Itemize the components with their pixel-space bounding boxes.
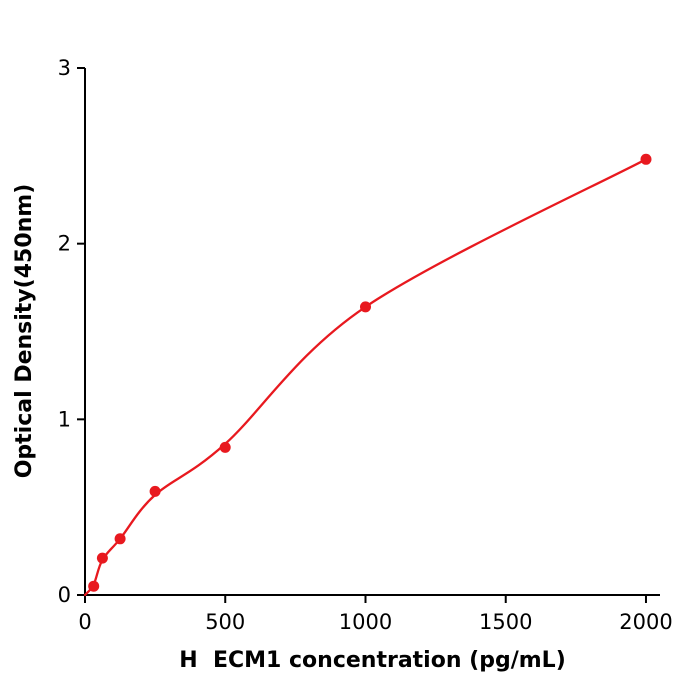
data-point [219,441,231,453]
x-tick-label: 2000 [619,610,672,634]
y-tick-label: 1 [58,407,71,431]
y-tick-label: 2 [58,232,71,256]
data-point [96,552,108,564]
y-tick-label: 3 [58,56,71,80]
fit-curve [83,158,648,597]
x-tick-label: 1000 [339,610,392,634]
x-tick-label: 500 [205,610,245,634]
data-point [114,533,126,545]
y-tick-label: 0 [58,583,71,607]
data-point [149,485,161,497]
data-point [88,580,100,592]
data-point [640,153,652,165]
x-tick-label: 1500 [479,610,532,634]
y-axis-title: Optical Density(450nm) [12,183,37,479]
data-point [360,301,371,313]
x-axis-title: H ECM1 concentration (pg/mL) [179,648,566,673]
x-tick-label: 0 [78,610,91,634]
